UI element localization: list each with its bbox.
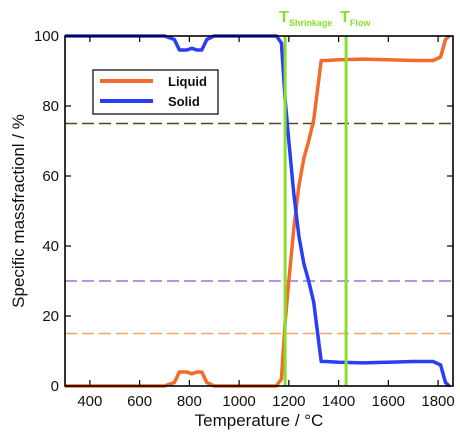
- legend-label-liquid: Liquid: [168, 74, 207, 89]
- marker-label-flow: TFlow: [340, 9, 371, 28]
- marker-label-shrinkage: TShrinkage: [279, 9, 332, 28]
- y-tick-label: 40: [42, 238, 59, 255]
- series-line-solid: [65, 34, 451, 388]
- legend-box: [92, 69, 219, 115]
- y-tick-label: 60: [42, 168, 59, 185]
- x-tick-label: 1400: [322, 393, 355, 410]
- y-tick-label: 100: [34, 28, 59, 45]
- x-tick-label: 800: [177, 393, 202, 410]
- y-tick-label: 20: [42, 308, 59, 325]
- x-tick-label: 1600: [372, 393, 405, 410]
- plot-frame: [64, 35, 454, 387]
- ticks-layer: 400 600 800 1000 1200 1400 1600 1800 0 20 40 60 80 10…: [34, 28, 455, 410]
- series-line-liquid: [65, 34, 451, 388]
- x-tick-label: 1800: [421, 393, 454, 410]
- reference-lines: [65, 122, 453, 335]
- y-tick-label: 0: [51, 378, 59, 395]
- x-tick-label: 1200: [272, 393, 305, 410]
- x-tick-label: 400: [77, 393, 102, 410]
- legend-label-solid: Solid: [168, 94, 200, 109]
- legend: Liquid Solid: [92, 69, 219, 115]
- x-tick-label: 1000: [222, 393, 255, 410]
- series-layer: [65, 34, 451, 388]
- y-axis-title: Specific massfractionl / %: [9, 114, 28, 308]
- annotations: TShrinkage TFlow: [279, 9, 371, 28]
- x-axis-title: Temperature / °C: [195, 411, 324, 430]
- x-tick-label: 600: [127, 393, 152, 410]
- y-tick-label: 80: [42, 98, 59, 115]
